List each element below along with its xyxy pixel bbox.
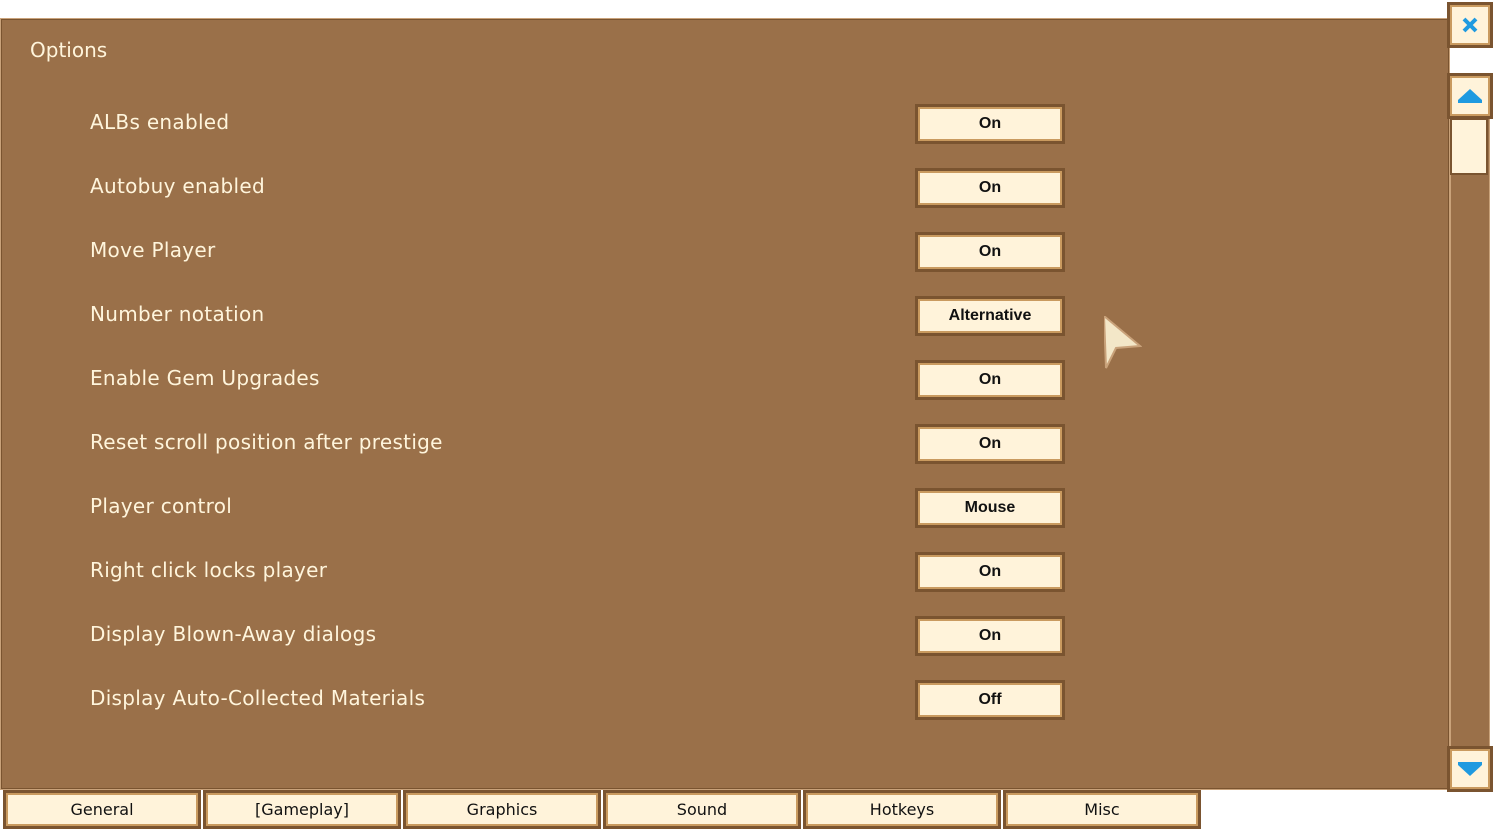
option-label: Display Auto-Collected Materials	[90, 686, 426, 710]
option-toggle-button[interactable]: On	[915, 360, 1065, 400]
option-toggle-button[interactable]: On	[915, 616, 1065, 656]
scrollbar-thumb[interactable]	[1450, 118, 1488, 175]
arrow-down-icon	[1458, 762, 1482, 776]
option-label: Autobuy enabled	[90, 174, 265, 198]
scroll-up-button[interactable]	[1447, 73, 1493, 119]
option-label: Number notation	[90, 302, 265, 326]
tab-gameplay[interactable]: [Gameplay]	[203, 790, 401, 829]
tab-sound[interactable]: Sound	[603, 790, 801, 829]
option-label: Display Blown-Away dialogs	[90, 622, 377, 646]
option-label: Enable Gem Upgrades	[90, 366, 320, 390]
option-toggle-button[interactable]: On	[915, 424, 1065, 464]
close-x-icon	[1462, 17, 1478, 33]
tab-general[interactable]: General	[3, 790, 201, 829]
tab-misc[interactable]: Misc	[1003, 790, 1201, 829]
scroll-down-button[interactable]	[1447, 746, 1493, 792]
option-label: Move Player	[90, 238, 216, 262]
option-toggle-button[interactable]: Alternative	[915, 296, 1065, 336]
option-toggle-button[interactable]: On	[915, 104, 1065, 144]
scrollbar-track[interactable]	[1450, 118, 1490, 748]
option-toggle-button[interactable]: On	[915, 168, 1065, 208]
tab-hotkeys[interactable]: Hotkeys	[803, 790, 1001, 829]
option-label: ALBs enabled	[90, 110, 230, 134]
option-toggle-button[interactable]: Mouse	[915, 488, 1065, 528]
arrow-up-icon	[1458, 89, 1482, 103]
option-label: Reset scroll position after prestige	[90, 430, 443, 454]
options-panel	[0, 18, 1450, 790]
mouse-cursor-icon	[1104, 316, 1142, 369]
option-label: Player control	[90, 494, 233, 518]
option-toggle-button[interactable]: On	[915, 232, 1065, 272]
tab-graphics[interactable]: Graphics	[403, 790, 601, 829]
close-button[interactable]	[1447, 2, 1493, 48]
option-label: Right click locks player	[90, 558, 328, 582]
panel-title: Options	[30, 38, 108, 62]
option-toggle-button[interactable]: On	[915, 552, 1065, 592]
option-toggle-button[interactable]: Off	[915, 680, 1065, 720]
